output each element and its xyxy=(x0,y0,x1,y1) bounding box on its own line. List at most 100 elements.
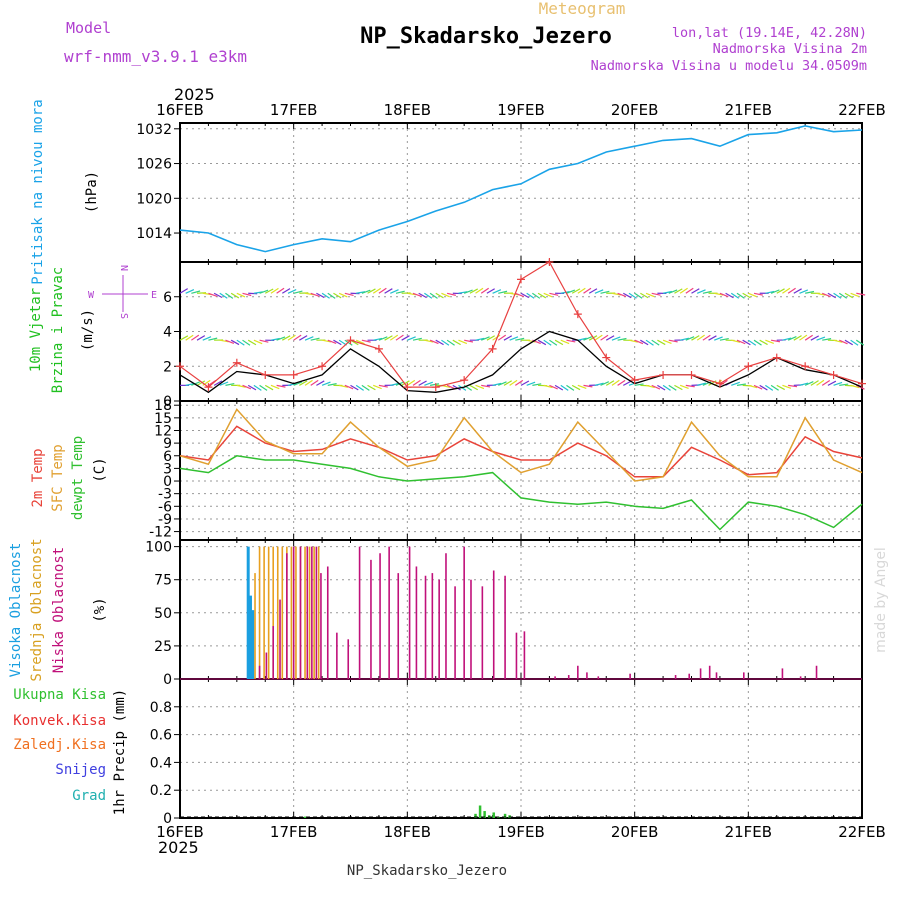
wind-barb xyxy=(583,287,592,294)
wind-barb xyxy=(844,339,853,346)
wind-barb xyxy=(628,292,637,299)
wind-barb xyxy=(333,292,342,299)
wind-barb xyxy=(316,292,325,299)
wind-barb xyxy=(765,290,775,294)
y-tick-label: 1032 xyxy=(136,122,172,138)
wind-gust-marker xyxy=(517,275,525,284)
wind-barb xyxy=(355,339,365,345)
wind-barb xyxy=(714,336,723,341)
wind-barb xyxy=(401,380,410,386)
y-tick-label: 18 xyxy=(154,398,172,414)
temp-line-0 xyxy=(179,425,863,478)
wind-barb xyxy=(600,381,610,386)
wind-barb xyxy=(560,291,570,294)
compass-east: E xyxy=(151,290,157,301)
credit-text: made by Angel xyxy=(873,547,889,653)
wind-gust-marker xyxy=(545,258,554,266)
wind-barb xyxy=(662,290,673,294)
wind-barb xyxy=(338,292,348,298)
wind-barb xyxy=(435,339,444,346)
wind-barb xyxy=(623,380,632,386)
wind-barb xyxy=(327,383,337,386)
y-tick-label: -12 xyxy=(149,525,172,541)
wind-gust-marker xyxy=(772,353,781,362)
wind-barb xyxy=(242,384,252,390)
wind-barb xyxy=(617,337,627,341)
wind-barb xyxy=(526,381,536,386)
wind-barb xyxy=(549,339,558,346)
wind-barb xyxy=(378,287,387,294)
wind-barb xyxy=(742,339,751,346)
wind-barb xyxy=(566,384,575,391)
wind-barb xyxy=(384,335,393,341)
wind-barb xyxy=(725,292,734,299)
wind-barb xyxy=(788,384,798,388)
wind-barb xyxy=(685,336,695,341)
wind-gust-marker xyxy=(687,370,696,379)
wind-barb xyxy=(520,380,530,386)
panels: 10141020102610320246-12-9-6-303691215180… xyxy=(136,122,866,827)
wind-barb xyxy=(344,292,354,297)
cloud-mid-ylabel: Srednja Oblacnost xyxy=(29,538,45,681)
wind-barb xyxy=(424,292,433,299)
wind-barb xyxy=(259,339,269,343)
wind-barb xyxy=(634,339,644,345)
wind-barb xyxy=(566,339,576,343)
wind-barb xyxy=(770,339,781,343)
wind-ylabel: 10m Vjetar xyxy=(28,288,44,372)
wind-barb xyxy=(770,289,780,294)
wind-barb xyxy=(696,289,706,294)
wind-gust-marker xyxy=(431,383,440,392)
date-label: 17FEB xyxy=(270,823,317,841)
wind-barb-row xyxy=(179,334,865,346)
wind-barb xyxy=(361,384,370,391)
wind-barb xyxy=(236,292,246,298)
date-label: 19FEB xyxy=(497,101,544,119)
date-label: 22FEB xyxy=(838,823,885,841)
wind-gust-marker xyxy=(346,336,355,345)
wind-barb xyxy=(412,379,421,386)
wind-gust-marker xyxy=(488,344,497,353)
wind-barb xyxy=(605,335,615,341)
wind-barb xyxy=(719,292,729,298)
wind-barb xyxy=(225,382,235,386)
wind-speed-line xyxy=(179,330,863,394)
y-tick-label: 0 xyxy=(163,394,172,410)
wind-gust-marker xyxy=(744,362,753,371)
wind-barb xyxy=(378,384,388,388)
year-top: 2025 xyxy=(174,85,215,104)
model-elevation-label: Nadmorska Visina u modelu 34.0509m xyxy=(591,58,867,74)
wind-barb xyxy=(657,339,666,346)
wind-barb xyxy=(514,379,524,386)
wind-barb xyxy=(350,384,359,391)
wind-barb xyxy=(679,287,688,294)
wind-barb xyxy=(293,290,303,294)
lonlat-label: lon,lat (19.14E, 42.28N) xyxy=(672,25,867,41)
elevation-label: Nadmorska Visina 2m xyxy=(713,41,867,57)
y-tick-label: -3 xyxy=(158,487,172,503)
wind-barb xyxy=(458,291,468,294)
wind-barb xyxy=(651,339,660,346)
wind-barb xyxy=(276,287,285,294)
y-tick-label: 25 xyxy=(154,639,172,655)
wind-barb xyxy=(242,339,251,346)
wind-barb xyxy=(276,336,286,341)
wind-barb xyxy=(645,292,655,298)
wind-barb xyxy=(236,339,245,346)
wind-gust-marker xyxy=(204,383,213,392)
wind-unit: (m/s) xyxy=(80,309,96,351)
wind-barb xyxy=(367,288,376,294)
temp-unit: (C) xyxy=(92,457,108,482)
wind-barb xyxy=(463,289,473,294)
wind-barb xyxy=(850,339,859,346)
wind-barb xyxy=(617,292,627,298)
wind-barb xyxy=(293,334,302,341)
wind-barb xyxy=(429,383,440,386)
wind-barb xyxy=(657,384,666,391)
wind-barb xyxy=(668,289,678,294)
wind-barb xyxy=(844,292,854,299)
wind-barb xyxy=(804,381,814,386)
